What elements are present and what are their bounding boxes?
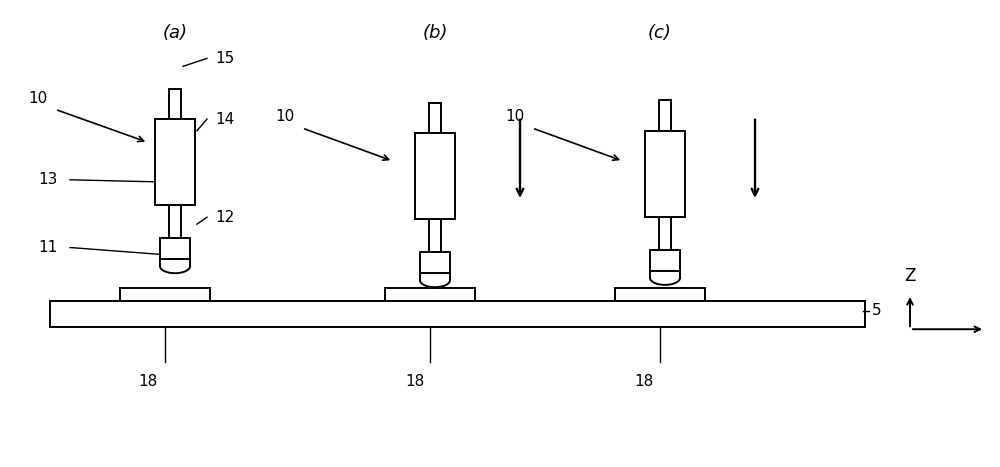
Text: 13: 13 [38, 172, 57, 187]
Text: 14: 14 [215, 112, 234, 127]
Bar [650, 250, 680, 271]
Text: 10: 10 [505, 109, 524, 124]
Bar [169, 205, 181, 238]
Bar [645, 131, 685, 217]
Bar [420, 252, 450, 273]
Bar [615, 288, 705, 301]
Bar [429, 219, 441, 252]
Bar [415, 133, 455, 219]
Text: 18: 18 [634, 374, 654, 389]
Bar [169, 89, 181, 119]
Bar [385, 288, 475, 301]
Text: 18: 18 [405, 374, 425, 389]
Text: 12: 12 [215, 210, 234, 225]
Bar [155, 119, 195, 205]
Bar [120, 288, 210, 301]
Text: 11: 11 [38, 240, 57, 255]
Text: (b): (b) [422, 24, 448, 42]
Text: 5: 5 [872, 303, 882, 318]
Polygon shape [650, 278, 680, 285]
Text: 15: 15 [215, 51, 234, 66]
Polygon shape [420, 280, 450, 287]
Text: (a): (a) [162, 24, 188, 42]
Text: 18: 18 [138, 374, 158, 389]
Bar [659, 217, 671, 250]
Text: Z: Z [904, 268, 916, 285]
Text: 10: 10 [28, 91, 47, 106]
Bar [160, 238, 190, 259]
Bar [429, 103, 441, 133]
Bar [659, 100, 671, 131]
Bar [50, 301, 865, 327]
Text: (c): (c) [648, 24, 672, 42]
Polygon shape [160, 266, 190, 273]
Text: 10: 10 [275, 109, 294, 124]
